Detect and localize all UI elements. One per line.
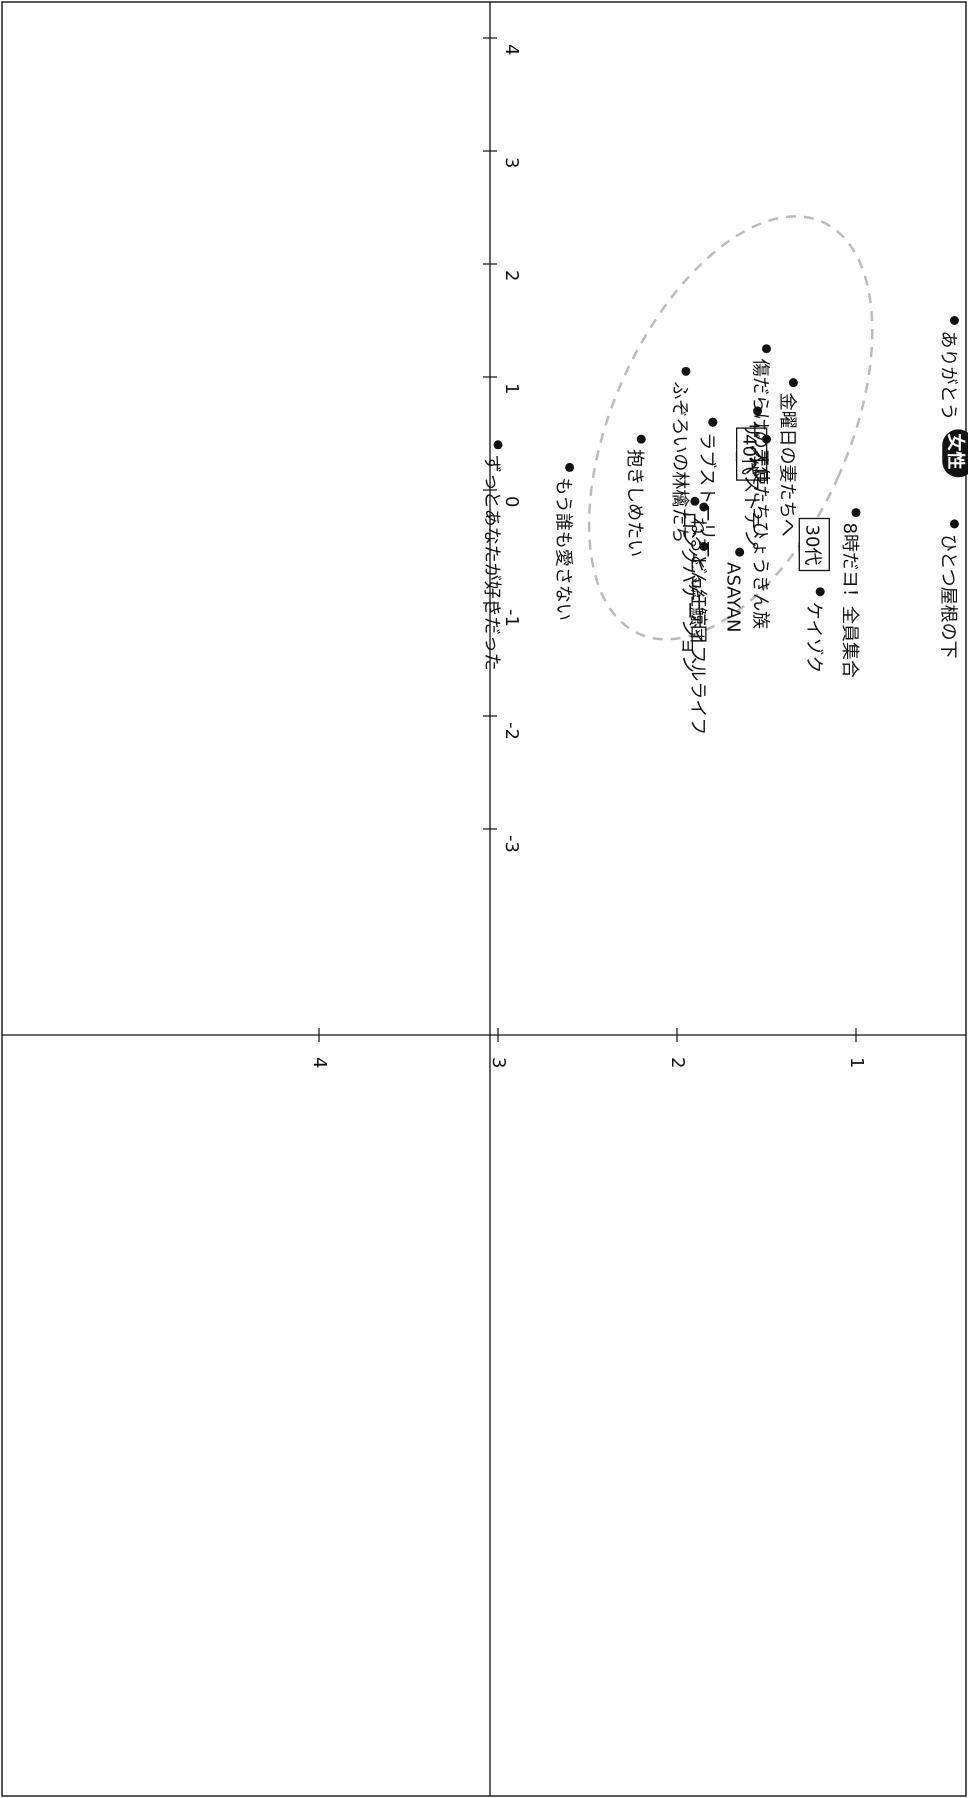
cluster-ellipses: [587, 215, 874, 641]
sex-group-label: 女性: [944, 433, 966, 469]
data-point-label: 8時だヨ！全員集合: [839, 523, 860, 678]
data-point: [699, 542, 709, 551]
y-tick-label: 3: [488, 1057, 509, 1068]
data-point-label: ビューティフルライフ: [687, 557, 708, 736]
data-point-label: 傷だらけの天使: [750, 359, 771, 485]
data-point-label: もう誰も愛さない: [553, 477, 574, 620]
data-point-label: ケイゾク: [803, 602, 824, 674]
data-point: [762, 344, 771, 354]
data-point-label: ふぞろいの林檎たち: [669, 381, 690, 543]
x-tick-label: 4: [501, 44, 522, 55]
data-point-label: 金曜日の妻たちへ: [776, 393, 797, 537]
x-tick-label: 3: [501, 157, 522, 168]
data-point: [762, 434, 771, 444]
data-point-label: ひらけポンキッキ: [964, 647, 968, 791]
data-point-label: ASAYAN: [723, 562, 744, 632]
age-group-box: [736, 427, 768, 481]
data-point-label: ラブストーリー: [696, 432, 718, 558]
y-tick-label: 1: [846, 1057, 867, 1068]
group-markers: 10代20代30代40代50代60代★女性★男性テレビ熱中度低群テレビ熱中度高群: [735, 427, 968, 572]
data-point: [636, 434, 646, 444]
data-point: [708, 417, 718, 427]
data-point-label: ひとつ屋根の下: [937, 534, 958, 659]
x-tick-label: 2: [501, 270, 522, 281]
data-point: [493, 440, 503, 450]
x-tick-label: -2: [501, 722, 522, 740]
data-point-label: ロングバケーション: [678, 511, 699, 673]
data-point: [735, 547, 745, 557]
age-group-label: 30代: [801, 525, 822, 566]
data-point: [753, 406, 763, 416]
sex-group-pill: [942, 429, 968, 478]
y-tick-label: 2: [667, 1057, 688, 1068]
x-tick-label: -1: [501, 609, 522, 627]
data-point-label: ずっとあなたが好きだった: [481, 455, 502, 671]
data-point: [851, 508, 861, 518]
age-group-box: [798, 517, 830, 572]
data-point: [949, 519, 959, 529]
data-point: [565, 462, 575, 472]
data-point: [815, 587, 825, 597]
x-tick-label: 0: [501, 496, 522, 507]
data-point: [690, 496, 700, 506]
x-tick-label: -3: [501, 835, 522, 853]
tick-labels: -3 -2 -1 0 1 2 3 4 1 2 3 4: [309, 37, 867, 1068]
data-point-label: ありがとう: [937, 331, 958, 421]
cluster-ellipse: [587, 215, 874, 641]
data-point-label: 抱きしめたい: [624, 449, 645, 557]
data-points: 若い季節夢であいましょうジェスチャーベン・ケーシーシャボン玉ホリデー渡る世間は鬼…: [481, 316, 968, 791]
data-point-label: ザ・ベストテン: [741, 421, 762, 547]
data-point: [949, 316, 959, 325]
data-point-label: オレたちひょうきん族: [750, 449, 771, 629]
y-tick-label: 4: [309, 1057, 330, 1068]
age-group-label: 40代: [739, 434, 760, 475]
data-point: [681, 366, 691, 376]
x-tick-label: 1: [501, 383, 522, 394]
data-point: [788, 378, 798, 388]
data-point: [699, 502, 709, 512]
